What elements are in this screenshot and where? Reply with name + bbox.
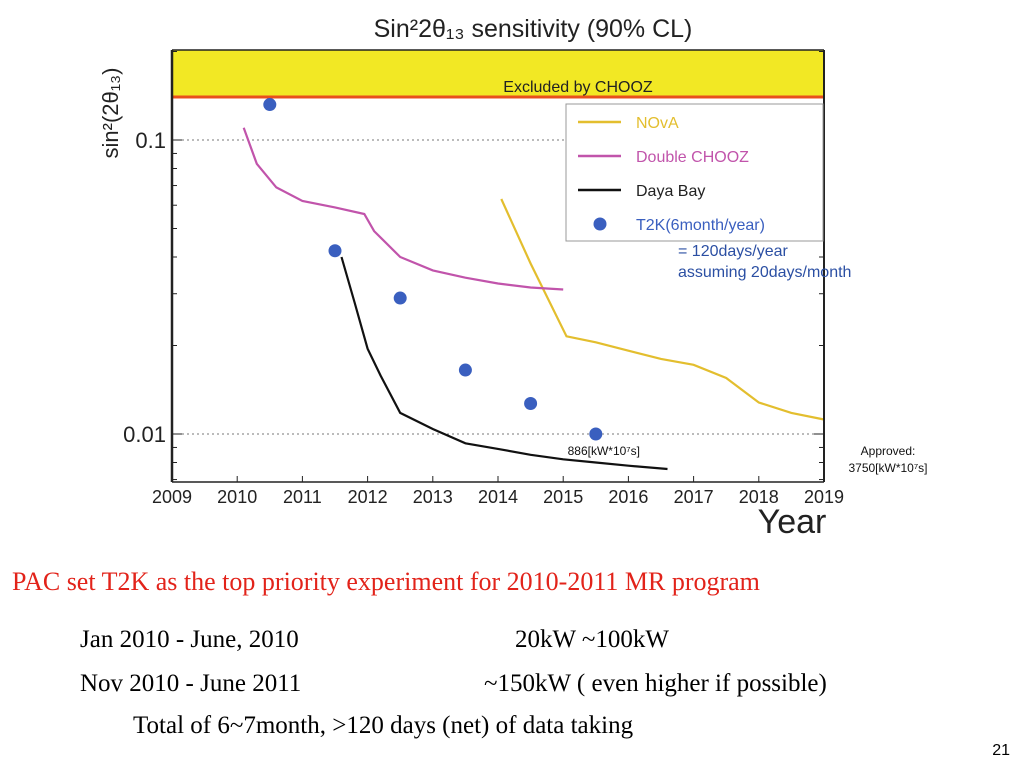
y-axis-label: sin²(2θ₁₃)	[98, 68, 123, 159]
excluded-region-label: Excluded by CHOOZ	[503, 79, 653, 96]
schedule-total: Total of 6~7month, >120 days (net) of da…	[133, 712, 634, 739]
schedule-power-2: ~150kW ( even higher if possible)	[484, 670, 827, 697]
x-axis-label: Year	[758, 503, 827, 541]
x-tick-label: 2018	[739, 487, 779, 507]
t2k-point	[393, 291, 407, 305]
sensitivity-chart: Excluded by CHOOZ 0.1 0.01 2009 2010 2011 201…	[98, 15, 928, 541]
page-number: 21	[992, 742, 1010, 759]
excluded-region	[172, 50, 824, 98]
t2k-point	[328, 244, 342, 258]
annotation-approved-exposure: 3750[kW*10⁷s]	[848, 461, 927, 475]
legend-note: = 120days/year	[678, 243, 789, 260]
excluded-region-layer: Excluded by CHOOZ	[172, 50, 824, 99]
t2k-point	[458, 363, 472, 377]
chart-title: Sin²2θ₁₃ sensitivity (90% CL)	[374, 15, 693, 43]
legend-label: NOvA	[636, 115, 679, 132]
schedule-power-1: 20kW ~100kW	[515, 626, 670, 653]
legend-label: Daya Bay	[636, 183, 705, 200]
x-tick-label: 2010	[217, 487, 257, 507]
legend-note: assuming 20days/month	[678, 264, 851, 281]
grid-layer	[172, 139, 824, 435]
annotation-t2k-exposure: 886[kW*10⁷s]	[568, 444, 640, 458]
series-layer	[242, 98, 825, 471]
t2k-point	[263, 98, 277, 112]
annotation-approved: Approved:	[861, 444, 916, 458]
axes-layer: 0.1 0.01 2009 2010 2011 2012 2013 2014 2015 2016 2…	[123, 49, 844, 507]
x-tick-label: 2014	[478, 487, 518, 507]
legend-marker	[593, 217, 607, 231]
series-line-daya-bay	[340, 256, 668, 471]
legend: NOvA Double CHOOZ Daya Bay T2K(6month/year)…	[565, 103, 851, 281]
x-tick-label: 2017	[674, 487, 714, 507]
series-line-double-chooz	[242, 127, 564, 291]
x-tick-label: 2013	[413, 487, 453, 507]
y-tick-label: 0.1	[135, 128, 166, 153]
x-tick-label: 2019	[804, 487, 844, 507]
y-tick-label: 0.01	[123, 422, 166, 447]
x-tick-label: 2012	[348, 487, 388, 507]
schedule-period-1: Jan 2010 - June, 2010	[80, 626, 299, 653]
t2k-point	[524, 396, 538, 410]
t2k-point	[589, 427, 603, 441]
headline: PAC set T2K as the top priority experime…	[12, 567, 760, 596]
x-tick-label: 2015	[543, 487, 583, 507]
series-line-nova	[500, 198, 825, 421]
x-tick-label: 2011	[283, 487, 322, 507]
x-tick-label: 2016	[608, 487, 648, 507]
schedule-period-2: Nov 2010 - June 2011	[80, 670, 302, 697]
x-tick-label: 2009	[152, 487, 192, 507]
legend-box	[565, 103, 824, 242]
legend-label: Double CHOOZ	[636, 149, 749, 166]
annotations-layer: 886[kW*10⁷s] Approved: 3750[kW*10⁷s]	[568, 444, 928, 475]
legend-label: T2K(6month/year)	[636, 217, 765, 234]
